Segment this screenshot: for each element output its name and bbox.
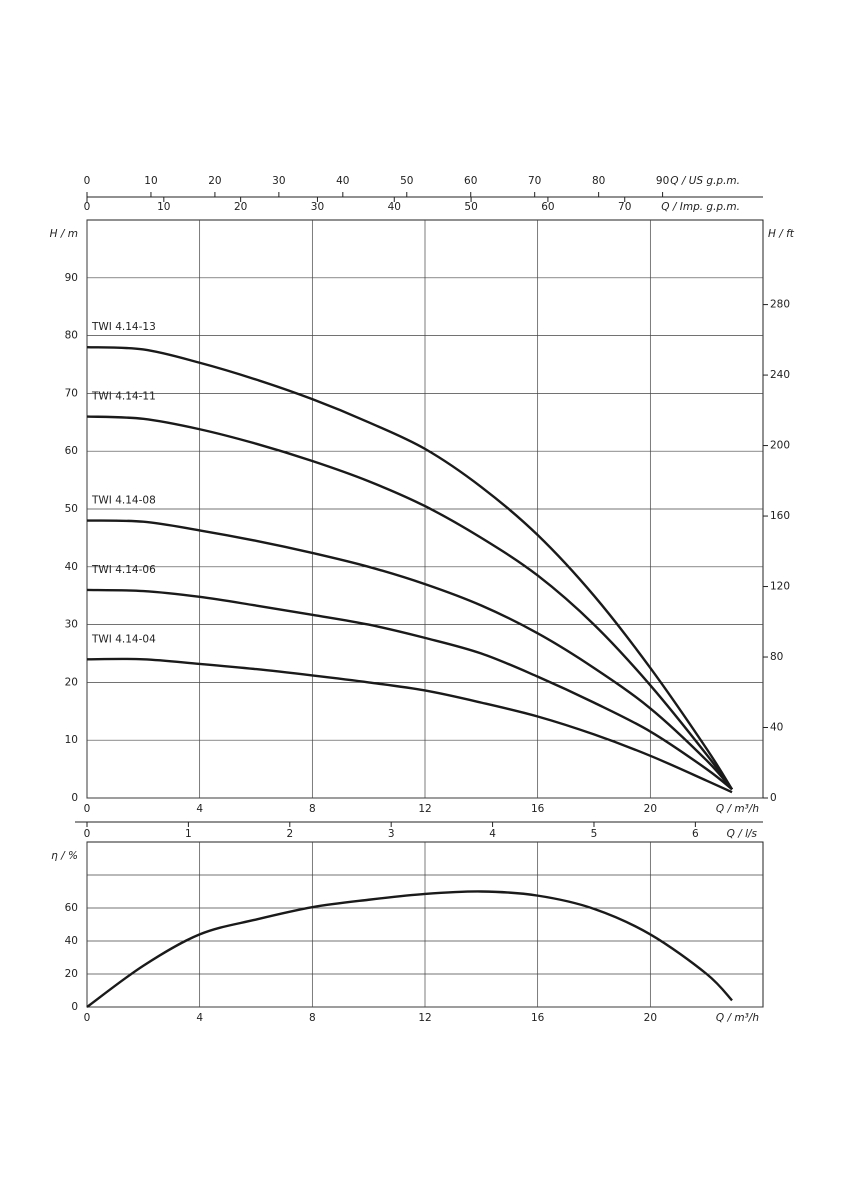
y2-tick-label: 0: [770, 792, 777, 804]
y-tick-label: 30: [65, 619, 78, 631]
y2-axis-label: H / ft: [768, 228, 795, 240]
y-tick-label: 90: [65, 272, 78, 284]
curve: [86, 588, 733, 791]
y-tick-label: 40: [65, 935, 78, 947]
y-axis-label: η / %: [51, 850, 78, 862]
flow-tick-label: 10: [157, 201, 170, 213]
flow-tick-label: 10: [144, 175, 157, 187]
x-tick-label: 20: [644, 803, 657, 815]
y2-tick-label: 280: [770, 299, 790, 311]
flow-tick-label: 20: [208, 175, 221, 187]
y-tick-label: 60: [65, 445, 78, 457]
flow-tick-label: 20: [234, 201, 247, 213]
flow-tick-label: 40: [336, 175, 349, 187]
flow-tick-label: 1: [185, 828, 192, 840]
y-tick-label: 20: [65, 968, 78, 980]
x-tick-label: 8: [309, 1012, 316, 1024]
flow-tick-label: 60: [464, 175, 477, 187]
x-axis-label: Q / m³/h: [716, 803, 759, 815]
y2-tick-label: 40: [770, 722, 783, 734]
flow-tick-label: 60: [541, 201, 554, 213]
flow-tick-label: 0: [84, 175, 91, 187]
flow-tick-label: 50: [400, 175, 413, 187]
curve-label: TWI 4.14-06: [91, 564, 156, 576]
curve-label: TWI 4.14-04: [91, 633, 156, 645]
y-tick-label: 10: [65, 734, 78, 746]
curve-label: TWI 4.14-08: [91, 495, 156, 507]
flow-tick-label: 3: [388, 828, 395, 840]
curve-label: TWI 4.14-13: [91, 321, 156, 333]
flow-tick-label: 40: [388, 201, 401, 213]
flow-tick-label: 30: [311, 201, 324, 213]
flow-axis-label: Q / US g.p.m.: [670, 175, 740, 187]
y-tick-label: 60: [65, 902, 78, 914]
flow-tick-label: 0: [84, 828, 91, 840]
y2-tick-label: 80: [770, 651, 783, 663]
flow-axis-label: Q / l/s: [727, 828, 758, 840]
y-tick-label: 70: [65, 387, 78, 399]
x-tick-label: 4: [196, 1012, 203, 1024]
curve: [86, 519, 733, 791]
flow-tick-label: 4: [489, 828, 496, 840]
y-tick-label: 50: [65, 503, 78, 515]
flow-tick-label: 6: [692, 828, 699, 840]
flow-tick-label: 2: [286, 828, 293, 840]
y-axis-label: H / m: [50, 228, 78, 240]
x-tick-label: 12: [418, 1012, 431, 1024]
flow-tick-label: 5: [591, 828, 598, 840]
x-tick-label: 16: [531, 803, 545, 815]
flow-tick-label: 0: [84, 201, 91, 213]
curve: [86, 345, 734, 790]
y2-tick-label: 200: [770, 440, 790, 452]
curve: [86, 657, 733, 794]
curve: [86, 890, 733, 1008]
y-tick-label: 20: [65, 676, 78, 688]
x-tick-label: 12: [418, 803, 431, 815]
x-tick-label: 16: [531, 1012, 545, 1024]
y-tick-label: 0: [71, 792, 78, 804]
flow-tick-label: 70: [618, 201, 631, 213]
y-tick-label: 40: [65, 561, 78, 573]
x-tick-label: 20: [644, 1012, 657, 1024]
x-tick-label: 0: [84, 1012, 91, 1024]
flow-axis-label: Q / Imp. g.p.m.: [661, 201, 740, 213]
y2-tick-label: 240: [770, 369, 790, 381]
y-tick-label: 80: [65, 330, 78, 342]
x-tick-label: 4: [196, 803, 203, 815]
x-axis-label: Q / m³/h: [716, 1012, 759, 1024]
flow-tick-label: 90: [656, 175, 669, 187]
y-tick-label: 0: [71, 1001, 78, 1013]
flow-tick-label: 30: [272, 175, 285, 187]
flow-tick-label: 70: [528, 175, 541, 187]
flow-tick-label: 50: [464, 201, 477, 213]
flow-tick-label: 80: [592, 175, 605, 187]
x-tick-label: 8: [309, 803, 316, 815]
x-tick-label: 0: [84, 803, 91, 815]
curve-label: TWI 4.14-11: [91, 391, 156, 403]
y2-tick-label: 160: [770, 510, 790, 522]
curve: [86, 415, 733, 791]
y2-tick-label: 120: [770, 581, 790, 593]
